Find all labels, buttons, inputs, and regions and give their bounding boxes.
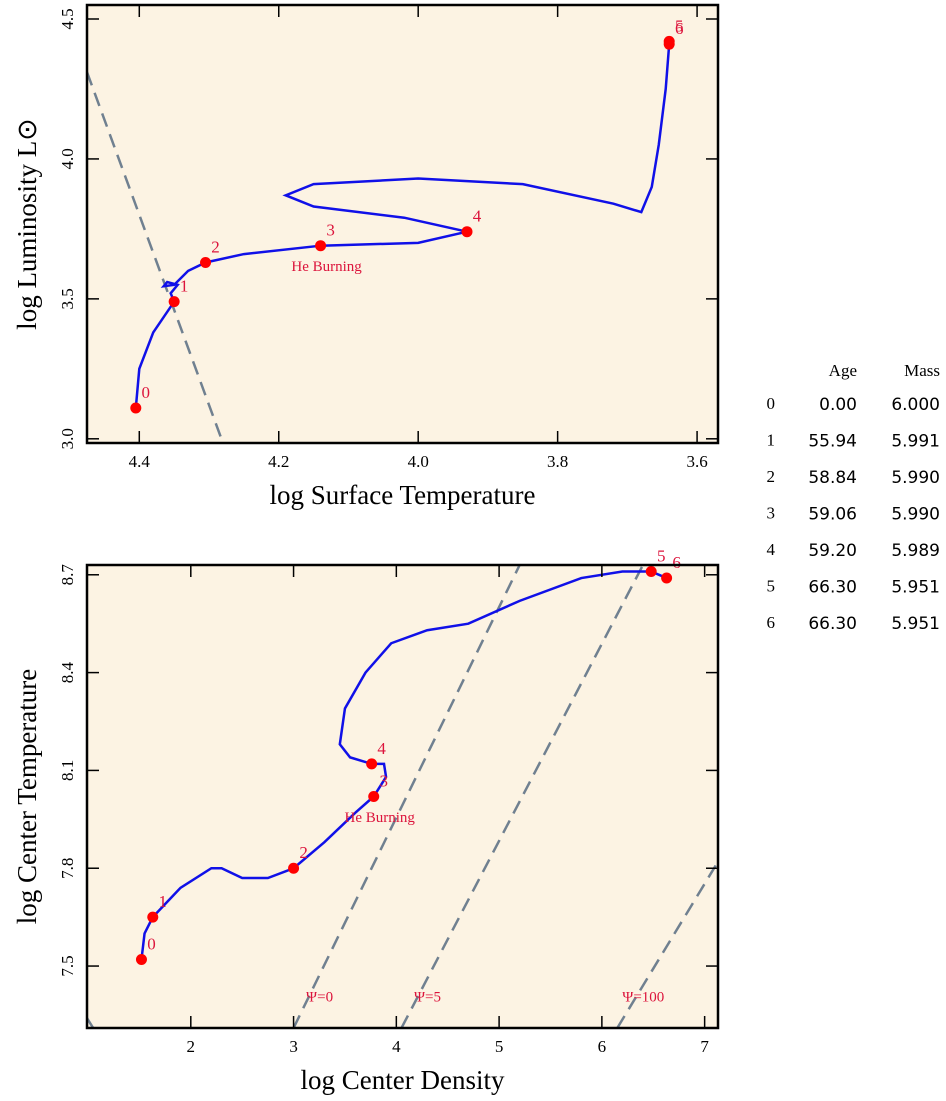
- guide-line: [616, 861, 718, 1028]
- point: [366, 758, 378, 770]
- plot-background: [87, 565, 718, 1028]
- plot-area: [87, 44, 671, 443]
- y-tick-label: 4.5: [58, 8, 77, 29]
- guide-label: Ψ=5: [414, 989, 441, 1005]
- table-index: 5: [767, 576, 776, 595]
- point-label: 4: [473, 207, 482, 226]
- point: [168, 296, 180, 308]
- x-tick-label: 4: [392, 1037, 401, 1056]
- point: [663, 38, 675, 50]
- y-tick-label: 8.1: [58, 760, 77, 781]
- table-index: 0: [767, 394, 776, 413]
- table-cell: 5.951: [891, 614, 940, 634]
- table-cell: 5.990: [891, 468, 940, 488]
- point-label: 5: [675, 16, 684, 35]
- annotation: He Burning: [291, 259, 362, 275]
- guide-label: Ψ=0: [306, 989, 333, 1005]
- x-tick-label: 6: [598, 1037, 607, 1056]
- table-cell: 6.000: [891, 395, 940, 415]
- table-cell: 66.30: [808, 614, 857, 634]
- table-index: 1: [767, 430, 776, 449]
- track-line: [134, 44, 671, 409]
- table-header: Age: [829, 361, 857, 380]
- point-label: 6: [675, 19, 684, 38]
- point-label: 1: [159, 892, 168, 911]
- y-axis-label: log Luminosity L⊙: [12, 118, 42, 330]
- y-axis-label: log Center Temperature: [12, 669, 42, 925]
- point-label: 5: [657, 546, 666, 565]
- x-tick-label: 2: [187, 1037, 196, 1056]
- x-tick-label: 7: [700, 1037, 709, 1056]
- plot-frame: [85, 563, 720, 1030]
- point: [645, 566, 657, 578]
- point: [135, 954, 147, 966]
- table-cell: 5.951: [891, 578, 940, 598]
- point-label: 4: [377, 739, 386, 758]
- point: [461, 226, 473, 238]
- y-tick-label: 8.4: [58, 661, 77, 683]
- table-cell: 58.84: [808, 468, 857, 488]
- point: [315, 240, 327, 252]
- table-cell: 5.991: [891, 432, 940, 452]
- point: [130, 402, 142, 414]
- track-line: [140, 570, 668, 960]
- x-tick-label: 3.6: [686, 452, 707, 471]
- x-tick-label: 5: [495, 1037, 504, 1056]
- table-cell: 55.94: [808, 432, 857, 452]
- table-cell: 59.06: [808, 505, 857, 525]
- annotation: He Burning: [345, 810, 416, 826]
- point-label: 2: [299, 843, 308, 862]
- point-label: 3: [326, 221, 335, 240]
- point-label: 1: [180, 277, 189, 296]
- x-axis-label: log Surface Temperature: [270, 480, 536, 510]
- x-tick-label: 4.2: [268, 452, 289, 471]
- point: [661, 572, 673, 584]
- table-cell: 5.989: [891, 541, 940, 561]
- table-cell: 5.990: [891, 505, 940, 525]
- point: [200, 256, 212, 268]
- guide-label: Ψ=100: [622, 989, 664, 1005]
- table-cell: 66.30: [808, 578, 857, 598]
- plot-area: [87, 565, 718, 1028]
- plot-background: [87, 5, 718, 443]
- table-cell: 0.00: [819, 395, 857, 415]
- y-tick-label: 3.5: [58, 288, 77, 309]
- point-label: 2: [211, 237, 220, 256]
- y-tick-label: 7.8: [58, 858, 77, 879]
- table-index: 6: [767, 613, 776, 632]
- y-tick-label: 7.5: [58, 955, 77, 976]
- x-tick-label: 3.8: [547, 452, 568, 471]
- table-header: Mass: [904, 361, 940, 380]
- y-tick-label: 3.0: [58, 428, 77, 449]
- point: [368, 791, 380, 802]
- point-label: 6: [672, 553, 681, 572]
- x-axis-label: log Center Density: [301, 1065, 505, 1095]
- x-tick-label: 4.4: [129, 452, 151, 471]
- guide-line: [292, 565, 521, 1028]
- plot-frame: [85, 3, 720, 445]
- table-cell: 59.20: [808, 541, 857, 561]
- point-label: 0: [142, 383, 151, 402]
- point-label: 3: [379, 771, 388, 790]
- x-tick-label: 3: [289, 1037, 298, 1056]
- point: [288, 862, 300, 874]
- point-label: 0: [147, 934, 156, 953]
- table-index: 3: [767, 503, 776, 522]
- y-tick-label: 4.0: [58, 148, 77, 169]
- point: [147, 911, 159, 923]
- x-tick-label: 4.0: [408, 452, 429, 471]
- table-index: 4: [767, 540, 776, 559]
- table-index: 2: [767, 467, 776, 486]
- y-tick-label: 8.7: [58, 564, 77, 586]
